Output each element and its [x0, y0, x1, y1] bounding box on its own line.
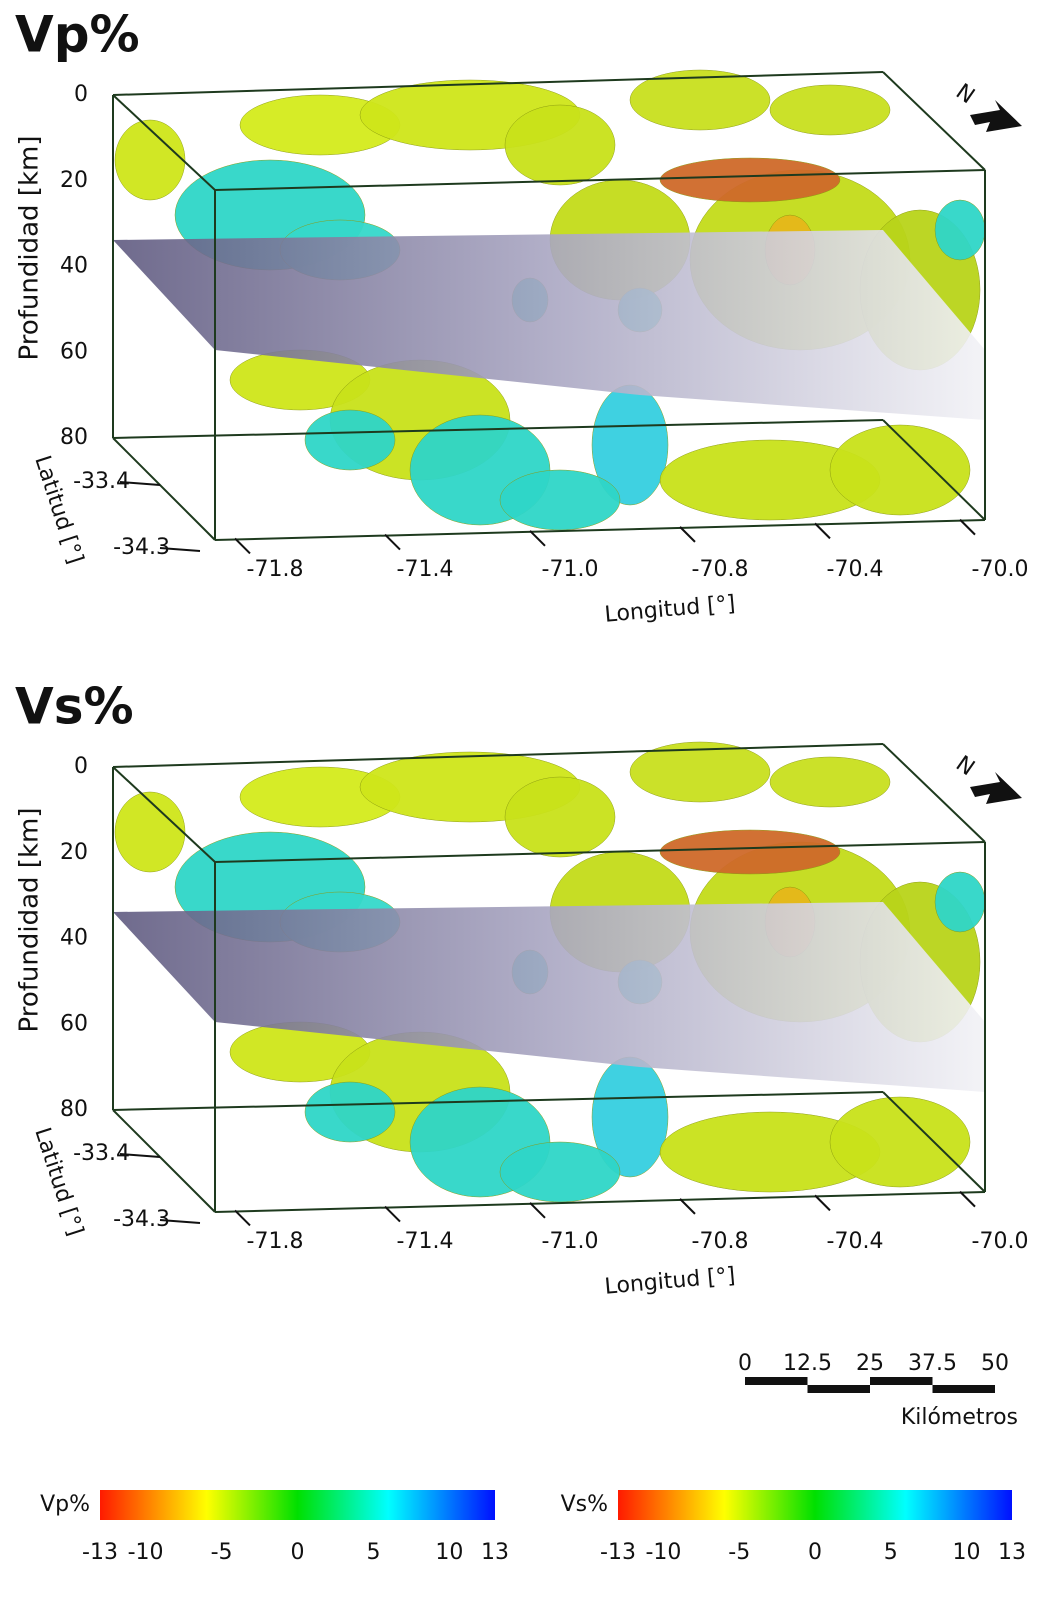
lon-tick: [960, 1192, 975, 1207]
lon-tick-label: -70.8: [692, 1229, 749, 1254]
scale-label: Kilómetros: [901, 1405, 1018, 1430]
colorbar-tick-label: -10: [645, 1540, 681, 1565]
lat-tick-label: -34.3: [113, 1207, 170, 1232]
depth-axis-label: Profundidad [km]: [15, 136, 45, 361]
isosurface: [660, 158, 840, 202]
isosurface: [830, 425, 970, 515]
north-label: N: [951, 751, 979, 781]
lon-tick-label: -71.4: [397, 1229, 454, 1254]
figure: Vp%Profundidad [km]020406080Latitud [°]-…: [0, 0, 1055, 1604]
lon-tick: [815, 523, 830, 538]
depth-tick-label: 40: [60, 254, 88, 279]
lon-tick: [680, 1199, 695, 1214]
colorbar-tick-label: -5: [211, 1540, 233, 1565]
colorbar-tick-label: -13: [600, 1540, 636, 1565]
colorbar: [100, 1490, 495, 1520]
isosurface: [935, 872, 985, 932]
lat-tick-label: -34.3: [113, 535, 170, 560]
colorbar-tick-label: -10: [128, 1540, 164, 1565]
lon-tick: [235, 1210, 250, 1225]
north-arrow: [970, 100, 1022, 132]
lon-tick-label: -70.0: [972, 557, 1029, 582]
colorbar-tick-label: 10: [435, 1540, 463, 1565]
isosurface: [500, 470, 620, 530]
depth-tick-label: 0: [74, 82, 88, 107]
isosurface: [505, 777, 615, 857]
lon-tick: [815, 1195, 830, 1210]
isosurface: [505, 105, 615, 185]
lon-tick-label: -70.8: [692, 557, 749, 582]
isosurface: [660, 830, 840, 874]
lon-tick-label: -71.4: [397, 557, 454, 582]
lon-tick-label: -71.8: [247, 557, 304, 582]
colorbar: [618, 1490, 1012, 1520]
box-edge: [215, 520, 985, 540]
scale-segment: [808, 1385, 871, 1393]
isosurface: [770, 85, 890, 135]
lon-tick: [960, 520, 975, 535]
lon-tick-label: -71.0: [542, 1229, 599, 1254]
scale-tick-label: 12.5: [783, 1351, 832, 1376]
lon-axis-label: Longitud [°]: [604, 591, 737, 627]
north-arrow: [970, 772, 1022, 804]
lon-tick-label: -70.4: [827, 1229, 884, 1254]
colorbar-tick-label: 0: [291, 1540, 305, 1565]
isosurface: [770, 757, 890, 807]
scale-segment: [745, 1377, 808, 1385]
colorbar-tick-label: 0: [808, 1540, 822, 1565]
depth-tick-label: 40: [60, 926, 88, 951]
lat-tick-label: -33.4: [73, 469, 130, 494]
lon-tick-label: -70.0: [972, 1229, 1029, 1254]
box-edge: [215, 1192, 985, 1212]
colorbar-tick-label: -13: [82, 1540, 118, 1565]
depth-tick-label: 80: [60, 1097, 88, 1122]
depth-tick-label: 60: [60, 1011, 88, 1036]
lon-tick-label: -71.8: [247, 1229, 304, 1254]
depth-tick-label: 0: [74, 754, 88, 779]
isosurface: [115, 120, 185, 200]
lon-tick: [530, 531, 545, 546]
scale-tick-label: 37.5: [908, 1351, 957, 1376]
panel-title: Vs%: [15, 678, 134, 736]
colorbar-label: Vp%: [40, 1492, 90, 1517]
isosurface: [305, 1082, 395, 1142]
lon-tick: [235, 538, 250, 553]
depth-tick-label: 20: [60, 840, 88, 865]
lon-axis-label: Longitud [°]: [604, 1263, 737, 1299]
colorbar-label: Vs%: [561, 1492, 608, 1517]
scale-tick-label: 25: [856, 1351, 884, 1376]
colorbar-tick-label: 5: [884, 1540, 898, 1565]
colorbar-tick-label: 13: [998, 1540, 1026, 1565]
scale-segment: [870, 1377, 933, 1385]
colorbar-tick-label: -5: [728, 1540, 750, 1565]
colorbar-tick-label: 5: [366, 1540, 380, 1565]
lon-tick-label: -71.0: [542, 557, 599, 582]
lon-tick: [680, 527, 695, 542]
scale-segment: [933, 1385, 996, 1393]
depth-tick-label: 20: [60, 168, 88, 193]
depth-tick-label: 80: [60, 425, 88, 450]
depth-axis-label: Profundidad [km]: [15, 808, 45, 1033]
north-label: N: [951, 79, 979, 109]
isosurface: [500, 1142, 620, 1202]
lon-tick: [385, 1207, 400, 1222]
lon-tick: [530, 1203, 545, 1218]
scale-tick-label: 50: [981, 1351, 1009, 1376]
isosurface: [305, 410, 395, 470]
lat-tick-label: -33.4: [73, 1141, 130, 1166]
lon-tick-label: -70.4: [827, 557, 884, 582]
isosurface: [830, 1097, 970, 1187]
colorbar-tick-label: 13: [481, 1540, 509, 1565]
panel-title: Vp%: [15, 6, 140, 64]
lon-tick: [385, 535, 400, 550]
colorbar-tick-label: 10: [953, 1540, 981, 1565]
isosurface: [935, 200, 985, 260]
depth-tick-label: 60: [60, 339, 88, 364]
isosurface: [115, 792, 185, 872]
scale-tick-label: 0: [738, 1351, 752, 1376]
